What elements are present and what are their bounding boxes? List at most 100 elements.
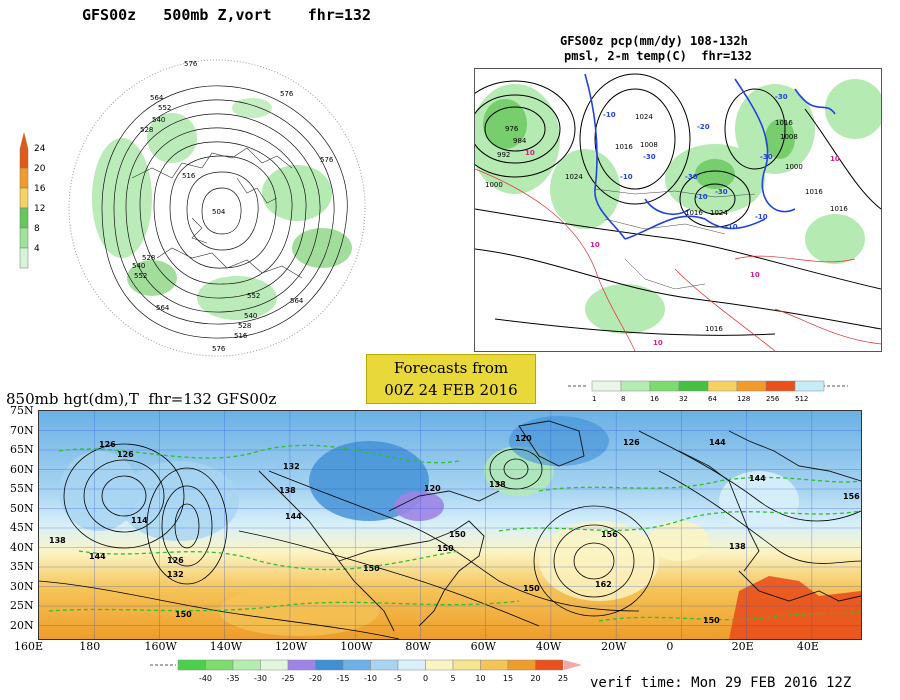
longitude-label: 0: [666, 640, 674, 653]
longitude-label: 40E: [796, 640, 819, 653]
pressure-label: 1016: [705, 325, 723, 333]
temp-colorbar-label: 10: [475, 674, 485, 683]
height-850-label: 150: [363, 564, 380, 573]
latitude-label: 55N: [10, 482, 34, 495]
temp-label: -10: [695, 193, 708, 201]
height-850-label: 150: [437, 544, 454, 553]
vort-height-label: 552: [247, 292, 260, 300]
isotherms-850: [48, 444, 861, 622]
longitude-label: 80W: [405, 640, 431, 653]
vort-colorbar-box: [19, 247, 29, 269]
latitude-label: 45N: [10, 521, 34, 534]
precip-title-line2: pmsl, 2-m temp(C) fhr=132: [564, 49, 752, 63]
height-850-label: 132: [283, 462, 300, 471]
vort-height-label: 564: [150, 94, 164, 102]
latitude-label: 70N: [10, 423, 34, 437]
temp-label: -10: [725, 223, 738, 231]
temp-label: -10: [755, 213, 768, 221]
latitude-label: 60N: [10, 462, 34, 476]
height-contours: [101, 85, 348, 339]
precip-colorbar-label: 128: [737, 395, 750, 403]
latitude-label: 35N: [10, 560, 34, 573]
temp-colorbar-label: -20: [309, 674, 322, 683]
vort-blob: [262, 165, 332, 221]
precip-colorbar-label: 256: [766, 395, 780, 403]
temp-colorbar-box: [260, 659, 289, 671]
temp-label: -30: [715, 188, 728, 196]
temp-colorbar-label: -35: [226, 674, 239, 683]
longitude-label: 180: [79, 640, 101, 653]
height-850-label: 150: [703, 616, 720, 625]
temp-label: 10: [750, 271, 760, 279]
vort-colorbar-label: 8: [34, 224, 40, 234]
vort-height-label: 576: [320, 156, 334, 164]
temp-label: -30: [760, 153, 773, 161]
vort-colorbar-label: 16: [34, 184, 46, 194]
temp-colorbar-box: [287, 659, 316, 671]
temp-label: -10: [603, 111, 616, 119]
latitude-label: 50N: [10, 501, 34, 515]
height-850-label: 144: [709, 438, 726, 447]
temp-colorbar-label: 5: [450, 674, 455, 683]
height-850-label: 114: [131, 516, 148, 525]
vort-height-label: 576: [280, 90, 294, 98]
temp-colorbar-box: [480, 659, 509, 671]
temp-colorbar-svg: -40 -35 -30 -25 -20 -15 -10 -5 0 5 10 15 20 25: [150, 659, 582, 683]
vort-height-label: 540: [152, 116, 165, 124]
precip-colorbar-box: [765, 380, 796, 392]
height-850-label: 138: [49, 536, 66, 545]
vort-blob: [147, 113, 197, 163]
temp-colorbar-label: -40: [199, 674, 212, 683]
vort-colorbar-label: 20: [34, 164, 46, 174]
temp-colorbar-label: -5: [394, 674, 402, 683]
vort-height-label: 576: [184, 60, 198, 68]
pressure-label: 984: [513, 137, 527, 145]
map-850: 126 126 132 138 120 120 126 144 114 126 132 138 150 1…: [38, 410, 862, 640]
temp-label: -30: [685, 173, 698, 181]
vort-colorbar-label: 12: [34, 204, 46, 214]
temp-label: -20: [697, 123, 710, 131]
pressure-label: 1016: [805, 188, 823, 196]
verif-time: verif time: Mon 29 FEB 2016 12Z: [590, 675, 852, 691]
precip-colorbar-label: 32: [679, 395, 688, 403]
temp-label: -10: [620, 173, 633, 181]
vort-colorbar-label: 4: [34, 244, 40, 254]
pressure-label: 1024: [635, 113, 653, 121]
longitude-label: 20W: [601, 640, 627, 653]
height-850-label: 150: [175, 610, 192, 619]
precip-map: 976 984 992 1000 1008 1016 1024 1024 1016 1008 100…: [454, 68, 885, 352]
vort-blob: [92, 138, 152, 258]
precip-borders: [594, 188, 756, 290]
precip-shading: [470, 79, 885, 334]
vort-height-label: 540: [132, 262, 145, 270]
vort-height-label: 528: [238, 322, 251, 330]
forecast-line1: Forecasts from: [393, 359, 509, 377]
vort-colorbar: 24 20 16 12 8 4: [18, 130, 58, 270]
latitude-label: 65N: [10, 443, 34, 456]
vort-colorbar-box: [19, 187, 29, 209]
temp-label: 10: [653, 339, 663, 347]
height-850-label: 132: [167, 570, 184, 579]
vort-colorbar-box: [19, 227, 29, 249]
precip-colorbar-label: 512: [795, 395, 808, 403]
vort-polar-svg: 5765765645525405285165045285405525645765…: [68, 59, 366, 357]
vort-colorbar-svg: [19, 132, 29, 269]
height-850-label: 156: [601, 530, 618, 539]
vort-blob: [197, 276, 277, 320]
height-850-label: 120: [515, 434, 532, 443]
precip-colorbar-label: 64: [708, 395, 717, 403]
pressure-label: 1024: [565, 173, 583, 181]
precip-colorbar-box: [678, 380, 709, 392]
temp-colorbar-box: [452, 659, 481, 671]
pressure-label: 1000: [485, 181, 503, 189]
temp-label: -30: [775, 93, 788, 101]
vort-colorbar-box: [19, 167, 29, 189]
height-850-label: 144: [89, 552, 106, 561]
precip-colorbar-svg: 1 8 16 32 64 128 256 512: [568, 380, 848, 403]
temp-colorbar-label: 25: [558, 674, 568, 683]
pressure-label: 1008: [640, 141, 658, 149]
height-850-label: 126: [623, 438, 640, 447]
precip-colorbar-box: [649, 380, 680, 392]
lon-axis: 160E 180 160W 140W 120W 100W 80W 60W 40W 20W 0 20E 4…: [14, 640, 874, 654]
precip-colorbar-box: [591, 380, 622, 392]
